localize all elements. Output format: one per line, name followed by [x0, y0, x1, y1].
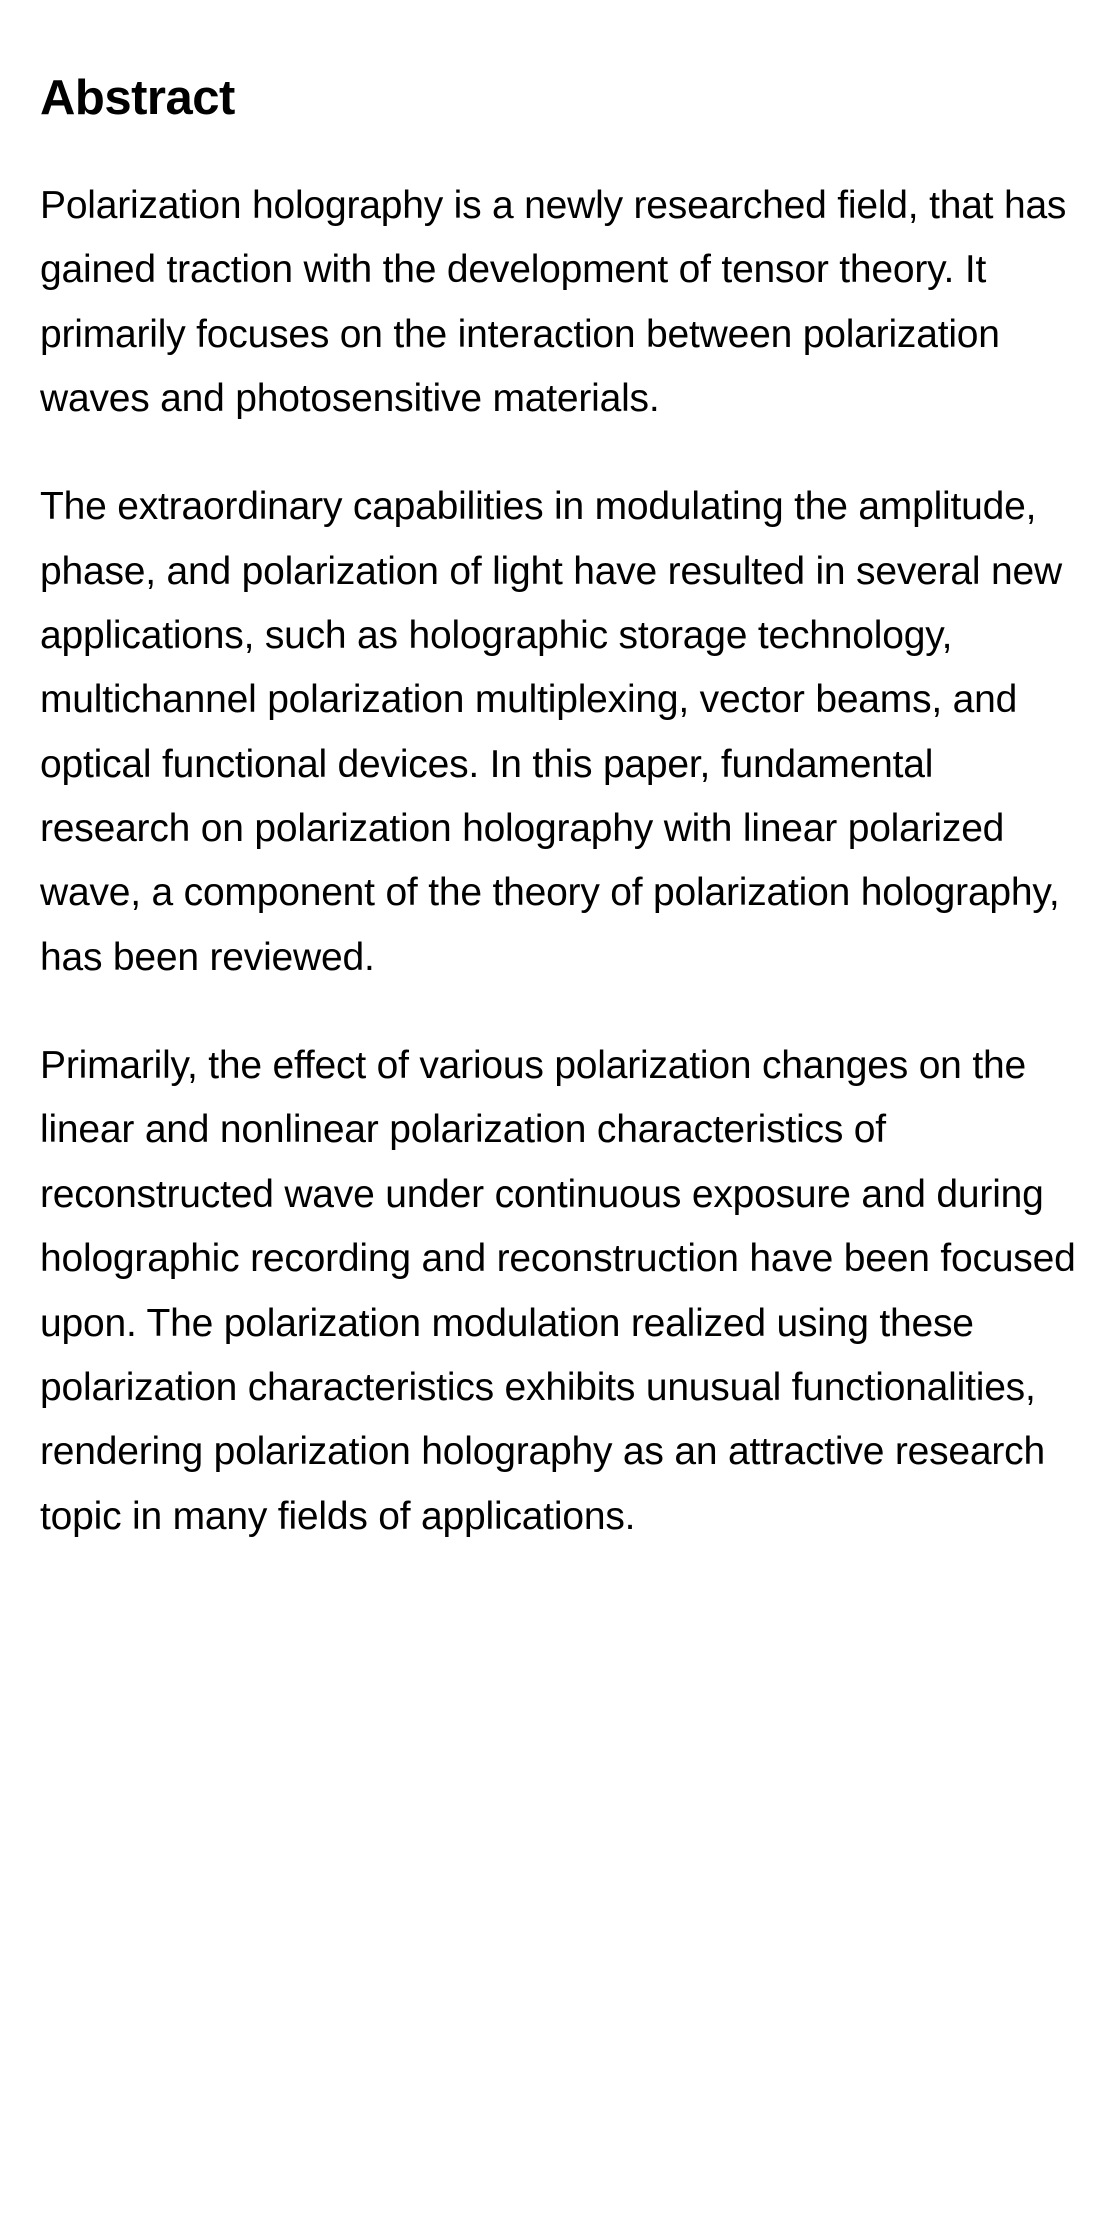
abstract-paragraph: Primarily, the effect of various polariz… — [40, 1034, 1077, 1549]
abstract-paragraph: Polarization holography is a newly resea… — [40, 174, 1077, 431]
abstract-heading: Abstract — [40, 70, 1077, 126]
abstract-paragraph: The extraordinary capabilities in modula… — [40, 475, 1077, 990]
